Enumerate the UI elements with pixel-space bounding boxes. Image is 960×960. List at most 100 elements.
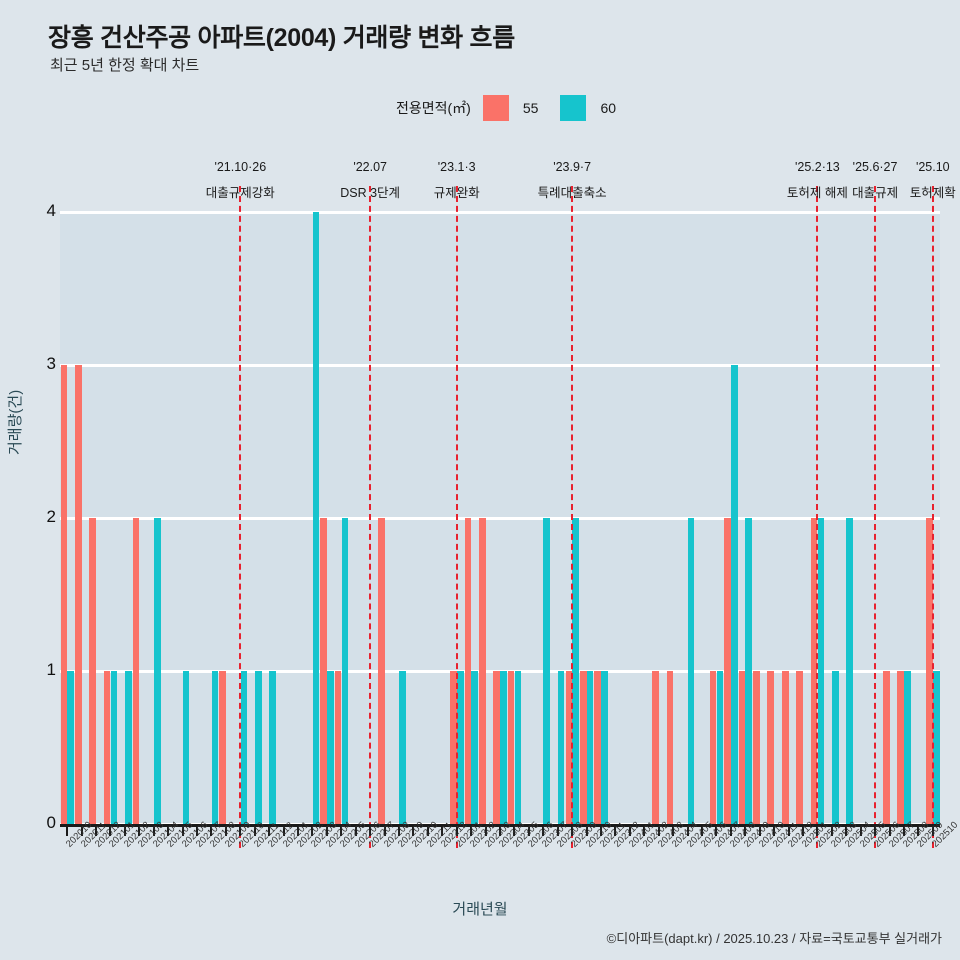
x-tick <box>816 824 819 836</box>
x-tick <box>787 824 790 836</box>
event-desc-202309: 특례대출축소 <box>537 186 607 200</box>
x-tick <box>614 824 617 836</box>
x-tick <box>412 824 415 836</box>
page-title: 장흥 건산주공 아파트(2004) 거래량 변화 흐름 <box>48 24 515 52</box>
bar-55-202411 <box>767 671 775 824</box>
bar-60-202112 <box>269 671 276 824</box>
x-tick <box>138 824 141 836</box>
bar-55-202407 <box>709 671 717 824</box>
bar-55-202109 <box>219 671 226 824</box>
x-tick <box>167 824 170 836</box>
event-desc-202506: 대출규제 <box>852 186 899 200</box>
bar-60-202503 <box>832 671 839 824</box>
bar-60-202305 <box>514 671 522 824</box>
x-tick <box>657 824 660 836</box>
bar-55-202410 <box>753 671 760 824</box>
bar-55-202302 <box>464 518 472 824</box>
x-tick <box>95 824 98 836</box>
x-tick <box>773 824 776 836</box>
x-tick <box>917 824 920 836</box>
x-tick <box>239 824 242 836</box>
x-tick <box>369 824 372 836</box>
bar-60-202108 <box>211 671 219 824</box>
bar-60-202311 <box>601 671 608 824</box>
x-tick <box>253 824 256 836</box>
bar-55-202301 <box>450 671 457 824</box>
event-date-202510: '25.10 <box>915 160 950 174</box>
bar-60-202309 <box>572 518 579 824</box>
bar-60-202408 <box>731 365 738 824</box>
x-tick <box>426 824 429 836</box>
bar-60-202205 <box>341 518 349 824</box>
x-tick <box>874 824 877 836</box>
bar-55-202403 <box>652 671 659 824</box>
x-tick <box>181 824 184 836</box>
legend-label-60: 60 <box>600 100 617 116</box>
bar-60-202101 <box>110 671 118 824</box>
gridline <box>60 210 940 214</box>
event-line-202506 <box>874 186 877 848</box>
x-tick <box>354 824 357 836</box>
bar-55-202404 <box>666 671 674 824</box>
x-tick <box>484 824 487 836</box>
bar-60-202111 <box>254 671 262 824</box>
credit-text: ©디아파트(dapt.kr) / 2025.10.23 / 자료=국토교통부 실… <box>606 931 942 946</box>
x-tick <box>643 824 646 836</box>
bar-60-202310 <box>586 671 594 824</box>
bar-55-202204 <box>320 518 327 824</box>
bar-55-202101 <box>103 671 111 824</box>
x-tick <box>902 824 905 836</box>
x-tick <box>715 824 718 836</box>
x-tick <box>585 824 588 836</box>
bar-60-202307 <box>543 518 551 824</box>
x-tick <box>513 824 516 836</box>
bar-60-202304 <box>500 671 507 824</box>
bar-55-202508 <box>897 671 904 824</box>
y-tick-label: 0 <box>46 813 56 832</box>
event-line-202207 <box>369 186 372 848</box>
bar-60-202407 <box>716 671 724 824</box>
event-desc-202207: DSR 3단계 <box>340 186 401 200</box>
x-tick <box>123 824 126 836</box>
x-tick <box>268 824 271 836</box>
bar-55-202205 <box>334 671 342 824</box>
event-date-202309: '23.9·7 <box>553 160 592 174</box>
x-tick <box>340 824 343 836</box>
page-subtitle: 최근 5년 한정 확대 차트 <box>50 57 200 74</box>
x-tick <box>527 824 530 836</box>
event-line-202110 <box>239 186 242 848</box>
bar-55-202309 <box>565 671 573 824</box>
gridline <box>60 363 940 367</box>
bar-55-202011 <box>75 365 82 824</box>
bar-55-202507 <box>882 671 890 824</box>
bar-60-202102 <box>125 671 132 824</box>
bar-60-202010 <box>67 671 74 824</box>
x-tick <box>744 824 747 836</box>
chart-legend: 전용면적(㎡) 55 60 <box>396 95 638 121</box>
x-tick <box>441 824 444 836</box>
gridline <box>60 516 940 520</box>
bar-60-202302 <box>471 671 478 824</box>
bar-60-202502 <box>817 518 825 824</box>
event-date-202207: '22.07 <box>353 160 387 174</box>
x-tick <box>888 824 891 836</box>
plot-area <box>60 210 940 826</box>
x-tick <box>196 824 199 836</box>
bar-55-202412 <box>781 671 789 824</box>
x-tick <box>801 824 804 836</box>
x-tick <box>686 824 689 836</box>
event-desc-202502: 토허제 해제 <box>786 186 848 200</box>
x-tick <box>282 824 285 836</box>
bar-60-202110 <box>240 671 248 824</box>
event-desc-202110: 대출규제강화 <box>205 186 275 200</box>
x-tick <box>80 824 83 836</box>
x-tick <box>455 824 458 836</box>
x-tick <box>470 824 473 836</box>
bar-55-202103 <box>132 518 140 824</box>
x-tick <box>729 824 732 836</box>
x-tick <box>845 824 848 836</box>
x-tick <box>628 824 631 836</box>
x-tick <box>672 824 675 836</box>
x-tick <box>859 824 862 836</box>
x-tick <box>383 824 386 836</box>
